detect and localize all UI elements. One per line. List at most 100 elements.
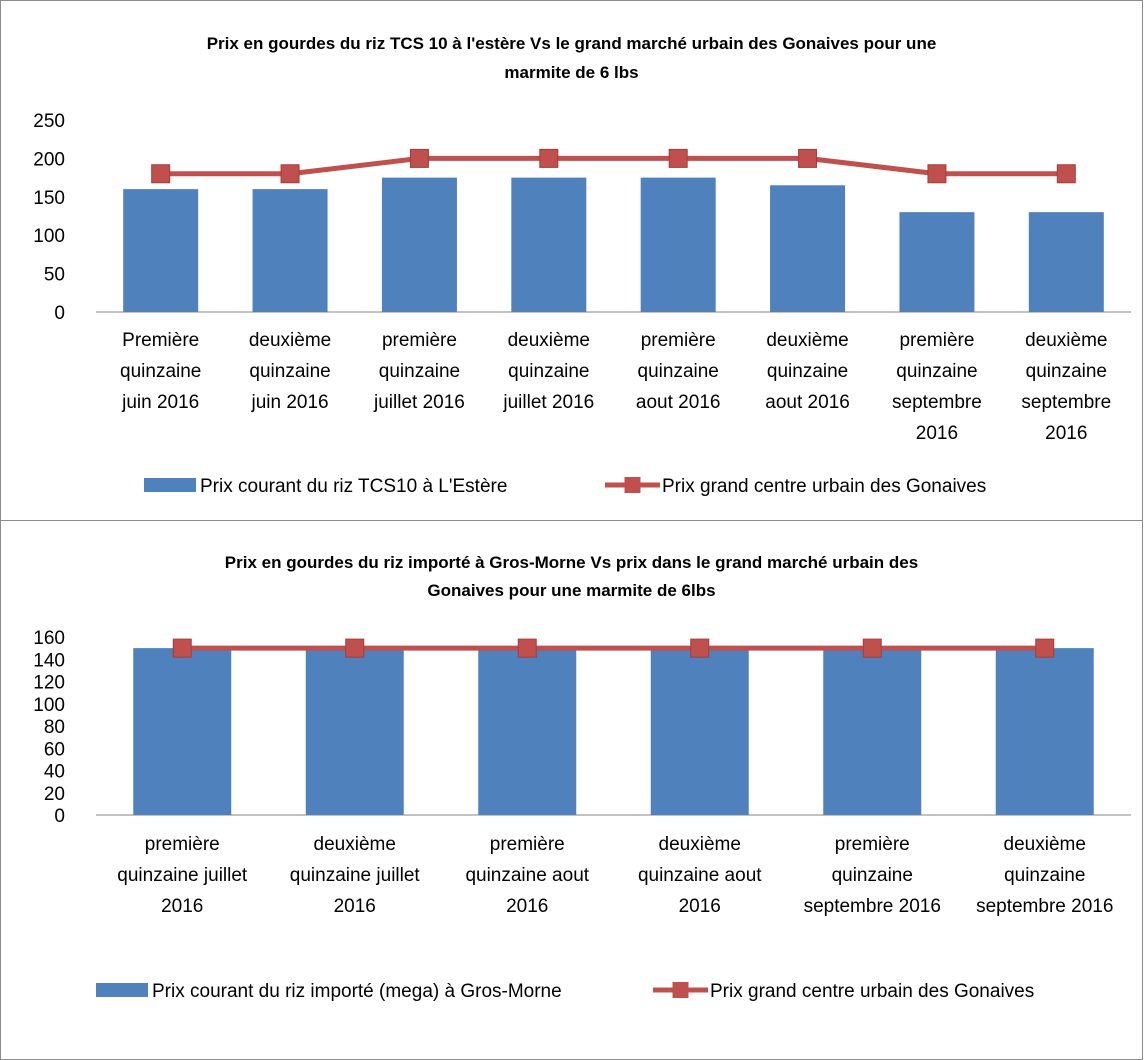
legend-swatch-bar <box>144 478 196 492</box>
x-category-label: première <box>382 330 457 351</box>
x-category-label: deuxième <box>314 834 396 855</box>
y-tick-label: 100 <box>33 226 65 247</box>
legend-swatch-marker <box>672 982 689 998</box>
y-tick-label: 120 <box>33 673 65 694</box>
legend-swatch-marker <box>624 477 641 493</box>
y-tick-label: 60 <box>44 739 65 760</box>
y-tick-label: 200 <box>33 149 65 170</box>
x-category-label: deuxième <box>1004 834 1086 855</box>
line-marker <box>151 164 171 184</box>
bar <box>511 177 587 312</box>
y-tick-label: 20 <box>44 784 65 805</box>
x-category-label: quinzaine <box>379 361 460 382</box>
x-category-label: aout 2016 <box>765 392 850 413</box>
x-category-label: deuxième <box>766 330 848 351</box>
x-category-label: quinzaine <box>249 361 330 382</box>
x-category-label: juillet 2016 <box>373 392 465 413</box>
line-marker <box>539 148 559 168</box>
x-category-label: juillet 2016 <box>502 392 594 413</box>
line-marker <box>517 638 537 658</box>
y-tick-label: 150 <box>33 188 65 209</box>
line-marker <box>1056 164 1076 184</box>
x-category-label: quinzaine juillet <box>117 865 248 886</box>
x-category-label: septembre 2016 <box>976 896 1113 917</box>
x-category-label: quinzaine <box>896 361 977 382</box>
x-category-label: quinzaine <box>638 361 719 382</box>
line-marker <box>172 638 192 658</box>
y-tick-label: 50 <box>44 265 65 286</box>
y-tick-label: 0 <box>54 806 65 827</box>
chart-title-line: Prix en gourdes du riz importé à Gros-Mo… <box>225 553 918 572</box>
x-category-label: 2016 <box>506 896 548 917</box>
y-tick-label: 0 <box>54 303 65 324</box>
bar <box>305 648 404 815</box>
line-marker <box>280 164 300 184</box>
x-category-label: 2016 <box>334 896 376 917</box>
line-marker <box>798 148 818 168</box>
bar <box>899 212 975 312</box>
x-category-label: deuxième <box>508 330 590 351</box>
x-category-label: septembre <box>892 392 982 413</box>
x-category-label: première <box>641 330 716 351</box>
legend-label-bar: Prix courant du riz importé (mega) à Gro… <box>152 981 562 1002</box>
x-category-label: 2016 <box>679 896 721 917</box>
bar <box>995 648 1094 815</box>
x-category-label: deuxième <box>659 834 741 855</box>
line-marker <box>927 164 947 184</box>
chart-gros-morne: Prix en gourdes du riz importé à Gros-Mo… <box>33 553 1131 1002</box>
y-tick-label: 140 <box>33 650 65 671</box>
x-category-label: deuxième <box>249 330 331 351</box>
bar <box>252 189 328 312</box>
bar <box>381 177 457 312</box>
x-category-label: juin 2016 <box>251 392 329 413</box>
x-category-label: quinzaine <box>832 865 913 886</box>
x-category-label: septembre <box>1021 392 1111 413</box>
x-category-label: quinzaine <box>1026 361 1107 382</box>
legend-swatch-bar <box>96 983 148 997</box>
x-category-label: quinzaine <box>1004 865 1085 886</box>
bar <box>478 648 577 815</box>
series-line <box>160 155 1067 177</box>
bar <box>770 185 846 312</box>
bar <box>640 177 716 312</box>
bar <box>823 648 922 815</box>
line-marker <box>862 638 882 658</box>
x-category-label: quinzaine juillet <box>290 865 421 886</box>
line-marker <box>345 638 365 658</box>
x-category-label: quinzaine aout <box>638 865 762 886</box>
x-category-label: juin 2016 <box>121 392 199 413</box>
x-category-label: première <box>145 834 220 855</box>
legend-label-line: Prix grand centre urbain des Gonaives <box>710 981 1034 1002</box>
bar <box>650 648 749 815</box>
x-category-label: Première <box>122 330 199 351</box>
x-category-label: première <box>490 834 565 855</box>
x-category-label: quinzaine aout <box>465 865 589 886</box>
x-category-label: septembre 2016 <box>804 896 941 917</box>
chart-panel-tcs10: Prix en gourdes du riz TCS 10 à l'estère… <box>0 0 1143 521</box>
bar <box>1028 212 1104 312</box>
y-tick-label: 100 <box>33 695 65 716</box>
chart-title-line: marmite de 6 lbs <box>504 63 638 82</box>
x-category-label: première <box>835 834 910 855</box>
y-tick-label: 160 <box>33 628 65 649</box>
x-category-label: quinzaine <box>508 361 589 382</box>
chart-title-line: Prix en gourdes du riz TCS 10 à l'estère… <box>207 34 937 53</box>
y-tick-label: 40 <box>44 762 65 783</box>
y-tick-label: 80 <box>44 717 65 738</box>
line-marker <box>690 638 710 658</box>
bar <box>133 648 232 815</box>
bar <box>123 189 199 312</box>
x-category-label: deuxième <box>1025 330 1107 351</box>
chart-tcs10: Prix en gourdes du riz TCS 10 à l'estère… <box>33 34 1131 497</box>
line-marker <box>1035 638 1055 658</box>
x-category-label: 2016 <box>916 423 958 444</box>
x-category-label: 2016 <box>161 896 203 917</box>
line-marker <box>668 148 688 168</box>
chart-panel-gros-morne: Prix en gourdes du riz importé à Gros-Mo… <box>0 520 1143 1060</box>
y-tick-label: 250 <box>33 111 65 132</box>
x-category-label: quinzaine <box>120 361 201 382</box>
x-category-label: première <box>899 330 974 351</box>
line-marker <box>409 148 429 168</box>
legend-label-bar: Prix courant du riz TCS10 à L'Estère <box>200 476 507 497</box>
chart-title-line: Gonaives pour une marmite de 6lbs <box>427 581 715 600</box>
